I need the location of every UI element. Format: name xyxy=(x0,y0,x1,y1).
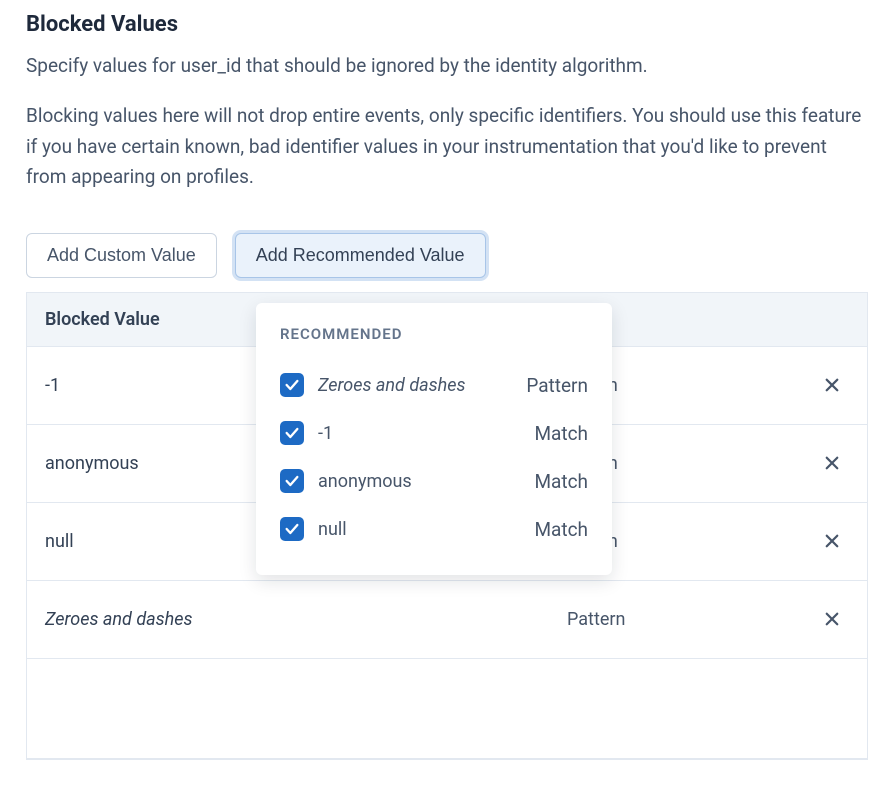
table-row: Zeroes and dashesPattern xyxy=(27,581,867,659)
dropdown-heading: RECOMMENDED xyxy=(280,325,588,343)
cell-delete xyxy=(797,347,867,424)
option-label: null xyxy=(318,519,520,540)
checkbox-icon[interactable] xyxy=(280,517,304,541)
cell-delete xyxy=(797,503,867,580)
description-2: Blocking values here will not drop entir… xyxy=(26,101,868,192)
checkbox-icon[interactable] xyxy=(280,469,304,493)
cell-blocked-value: Zeroes and dashes xyxy=(27,581,557,658)
cell-delete xyxy=(797,581,867,658)
option-label: -1 xyxy=(318,423,520,444)
option-type: Match xyxy=(534,518,588,541)
delete-icon[interactable] xyxy=(823,454,841,472)
checkbox-icon[interactable] xyxy=(280,373,304,397)
recommended-option[interactable]: null Match xyxy=(280,505,588,553)
delete-icon[interactable] xyxy=(823,532,841,550)
recommended-option[interactable]: -1 Match xyxy=(280,409,588,457)
page-title: Blocked Values xyxy=(26,12,868,37)
option-type: Pattern xyxy=(526,374,588,397)
recommended-dropdown: RECOMMENDED Zeroes and dashes Pattern -1 Ma… xyxy=(256,303,612,575)
delete-icon[interactable] xyxy=(823,610,841,628)
checkbox-icon[interactable] xyxy=(280,421,304,445)
option-type: Match xyxy=(534,422,588,445)
recommended-option[interactable]: anonymous Match xyxy=(280,457,588,505)
delete-icon[interactable] xyxy=(823,376,841,394)
add-custom-value-button[interactable]: Add Custom Value xyxy=(26,233,217,278)
option-label: anonymous xyxy=(318,471,520,492)
cell-type: Pattern xyxy=(557,581,797,658)
description-1: Specify values for user_id that should b… xyxy=(26,51,868,81)
header-delete xyxy=(797,293,867,346)
cell-delete xyxy=(797,425,867,502)
action-buttons: Add Custom Value Add Recommended Value xyxy=(26,233,868,278)
recommended-option[interactable]: Zeroes and dashes Pattern xyxy=(280,361,588,409)
option-type: Match xyxy=(534,470,588,493)
add-recommended-value-button[interactable]: Add Recommended Value xyxy=(235,233,486,278)
empty-row xyxy=(27,659,867,759)
option-label: Zeroes and dashes xyxy=(318,375,512,396)
